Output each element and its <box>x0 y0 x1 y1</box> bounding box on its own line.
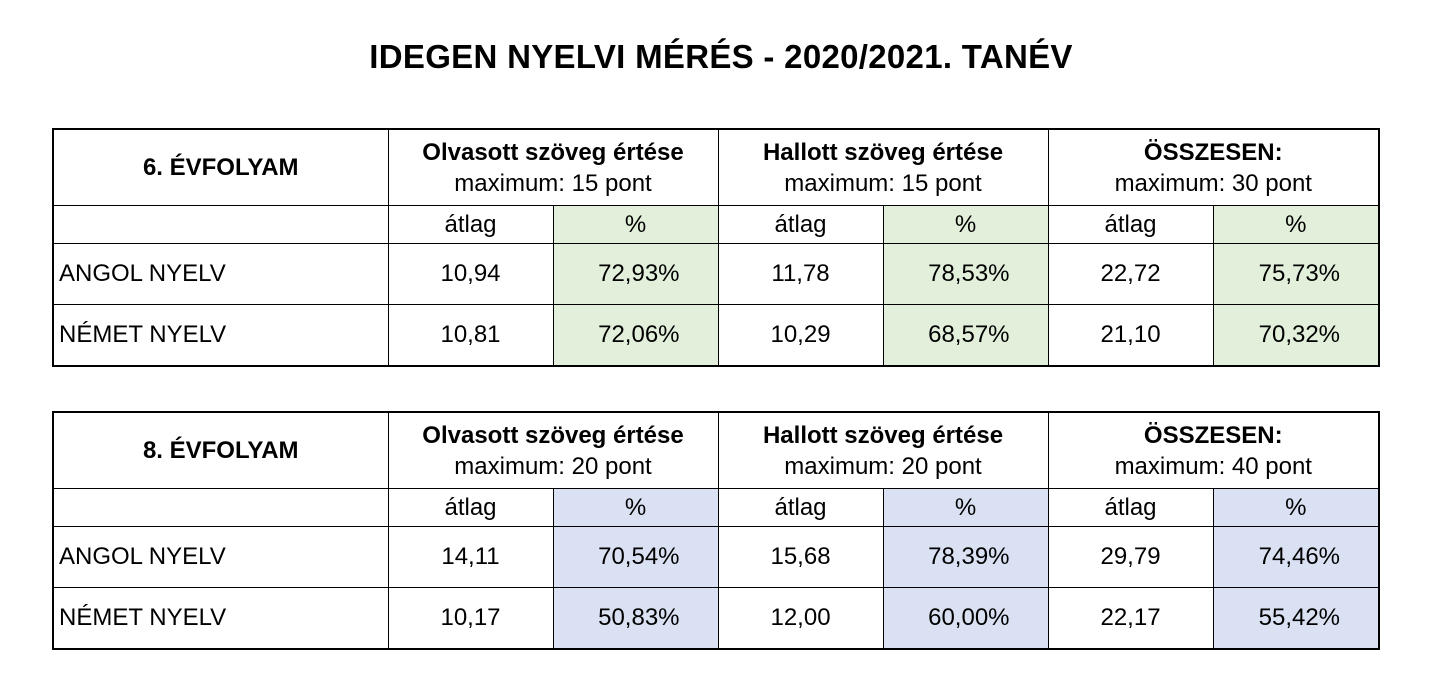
language-label: NÉMET NYELV <box>52 587 389 650</box>
average-cell: 22,17 <box>1047 587 1214 650</box>
language-label: ANGOL NYELV <box>52 526 389 588</box>
table-row: NÉMET NYELV 10,17 50,83% 12,00 60,00% 22… <box>52 587 1380 650</box>
sub-header-percent: % <box>882 205 1049 244</box>
percent-cell: 72,06% <box>552 304 719 367</box>
grade-heading: 8. ÉVFOLYAM <box>52 411 389 489</box>
percent-cell: 72,93% <box>552 243 719 305</box>
average-cell: 10,81 <box>387 304 554 367</box>
grade-6-table: 6. ÉVFOLYAM Olvasott szöveg értése Hallo… <box>52 128 1381 367</box>
language-label: ANGOL NYELV <box>52 243 389 305</box>
section-title-listening: Hallott szöveg értése <box>717 411 1049 452</box>
average-cell: 10,29 <box>717 304 884 367</box>
percent-cell: 78,53% <box>882 243 1049 305</box>
average-cell: 22,72 <box>1047 243 1214 305</box>
percent-cell: 68,57% <box>882 304 1049 367</box>
grade-heading: 6. ÉVFOLYAM <box>52 128 389 206</box>
sub-header-percent: % <box>552 488 719 527</box>
blank-cell <box>52 205 389 244</box>
average-cell: 10,17 <box>387 587 554 650</box>
section-title-total: ÖSSZESEN: <box>1047 128 1380 169</box>
sub-header-average: átlag <box>387 488 554 527</box>
sub-header-percent: % <box>552 205 719 244</box>
section-max-listening: maximum: 15 pont <box>717 169 1049 206</box>
sub-header-percent: % <box>1212 205 1380 244</box>
blank-cell <box>52 488 389 527</box>
average-cell: 10,94 <box>387 243 554 305</box>
percent-cell: 70,54% <box>552 526 719 588</box>
percent-cell: 55,42% <box>1212 587 1380 650</box>
average-cell: 11,78 <box>717 243 884 305</box>
average-cell: 12,00 <box>717 587 884 650</box>
average-cell: 29,79 <box>1047 526 1214 588</box>
average-cell: 14,11 <box>387 526 554 588</box>
grade-8-table: 8. ÉVFOLYAM Olvasott szöveg értése Hallo… <box>52 411 1381 650</box>
section-max-total: maximum: 40 pont <box>1047 452 1380 489</box>
section-max-reading: maximum: 20 pont <box>387 452 719 489</box>
sub-header-average: átlag <box>387 205 554 244</box>
percent-cell: 75,73% <box>1212 243 1380 305</box>
sub-header-average: átlag <box>1047 205 1214 244</box>
table-row: ANGOL NYELV 14,11 70,54% 15,68 78,39% 29… <box>52 526 1380 588</box>
language-label: NÉMET NYELV <box>52 304 389 367</box>
section-max-listening: maximum: 20 pont <box>717 452 1049 489</box>
sub-header-average: átlag <box>1047 488 1214 527</box>
table-row: NÉMET NYELV 10,81 72,06% 10,29 68,57% 21… <box>52 304 1380 367</box>
sub-header-percent: % <box>1212 488 1380 527</box>
section-title-reading: Olvasott szöveg értése <box>387 411 719 452</box>
sub-header-percent: % <box>882 488 1049 527</box>
percent-cell: 74,46% <box>1212 526 1380 588</box>
average-cell: 15,68 <box>717 526 884 588</box>
percent-cell: 50,83% <box>552 587 719 650</box>
table-row: ANGOL NYELV 10,94 72,93% 11,78 78,53% 22… <box>52 243 1380 305</box>
percent-cell: 70,32% <box>1212 304 1380 367</box>
percent-cell: 78,39% <box>882 526 1049 588</box>
section-title-reading: Olvasott szöveg értése <box>387 128 719 169</box>
section-max-total: maximum: 30 pont <box>1047 169 1380 206</box>
average-cell: 21,10 <box>1047 304 1214 367</box>
sub-header-average: átlag <box>717 205 884 244</box>
section-title-listening: Hallott szöveg értése <box>717 128 1049 169</box>
section-max-reading: maximum: 15 pont <box>387 169 719 206</box>
page-title: IDEGEN NYELVI MÉRÉS - 2020/2021. TANÉV <box>369 38 1073 75</box>
sub-header-average: átlag <box>717 488 884 527</box>
percent-cell: 60,00% <box>882 587 1049 650</box>
section-title-total: ÖSSZESEN: <box>1047 411 1380 452</box>
